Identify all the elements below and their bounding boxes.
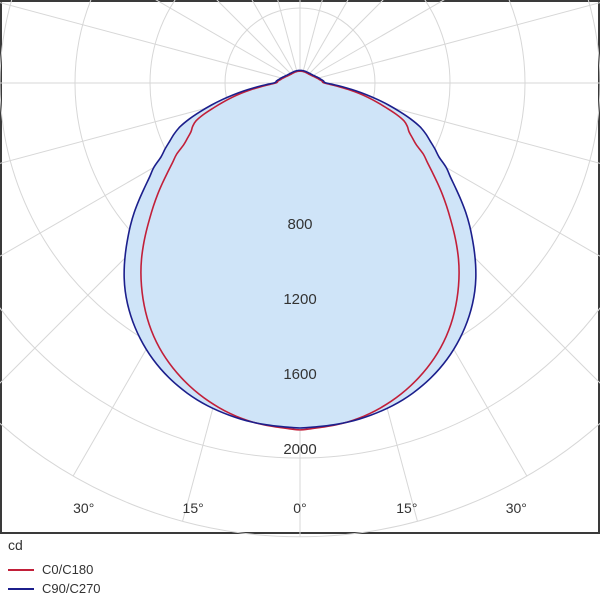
svg-text:0°: 0° [293, 500, 306, 516]
svg-text:2000: 2000 [283, 441, 316, 458]
svg-text:1200: 1200 [283, 291, 316, 308]
svg-text:30°: 30° [73, 500, 94, 516]
svg-text:15°: 15° [396, 500, 417, 516]
svg-text:800: 800 [287, 216, 312, 233]
svg-text:30°: 30° [506, 500, 527, 516]
svg-text:1600: 1600 [283, 366, 316, 383]
svg-text:15°: 15° [183, 500, 204, 516]
